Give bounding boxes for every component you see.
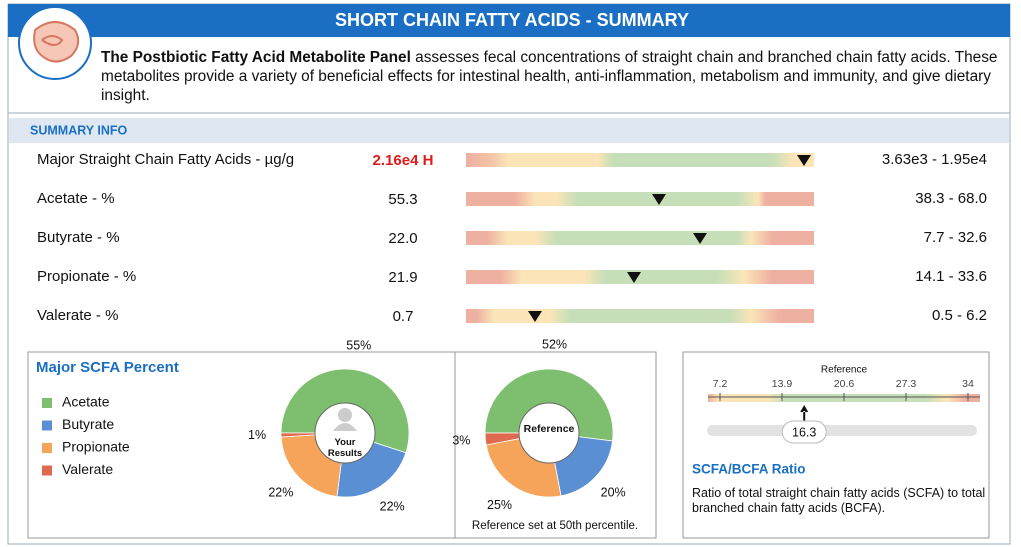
result-marker [797,155,811,166]
value-arrow [800,405,809,421]
row-range: 3.63e3 - 1.95e4 [882,151,987,168]
intro-bold: The Postbiotic Fatty Acid Metabolite Pan… [101,49,411,66]
row-value: 2.16e4 H [373,152,434,169]
range-bar [466,192,814,206]
tick-label: 13.9 [772,378,793,390]
range-bar [466,309,814,323]
result-marker [652,194,666,205]
legend-label: Butyrate [62,416,114,432]
scfa-title: Major SCFA Percent [36,359,179,376]
ratio-panel [682,351,990,539]
pie-label: 3% [452,434,470,448]
ratio-description: Ratio of total straight chain fatty acid… [692,486,986,515]
range-bar [466,153,814,167]
center-label: Reference [524,423,575,435]
scfa-panel [27,351,657,539]
legend-label: Acetate [62,394,110,410]
intro: The Postbiotic Fatty Acid Metabolite Pan… [101,48,1001,105]
result-marker [627,272,641,283]
value-bubble [781,420,827,444]
row-value: 0.7 [393,308,414,325]
legend-label: Valerate [62,461,113,477]
pie-label: 55% [346,338,371,352]
legend-swatch [42,465,52,476]
row-range: 38.3 - 68.0 [915,190,987,207]
row-label: Acetate - % [37,190,115,207]
person-head [338,408,352,422]
tick-label: 34 [962,378,974,390]
result-marker [693,233,707,244]
pie-label: 25% [487,498,512,512]
header-bar [8,4,1010,37]
result-marker [528,311,542,322]
pie-center [314,402,376,464]
row-label: Butyrate - % [37,229,120,246]
center-word: Results [328,448,362,459]
pie-center [518,402,580,464]
center-word: Your [335,437,356,448]
row-range: 14.1 - 33.6 [915,268,987,285]
pie-label: 52% [542,337,567,351]
reference-note: Reference set at 50th percentile. [472,520,638,532]
intestine-icon [33,21,80,63]
row-value: 21.9 [388,269,417,286]
pie-label: 20% [601,486,626,500]
tick-label: 7.2 [713,378,728,390]
row-label: Propionate - % [37,268,136,285]
slider-track [707,425,977,436]
range-bar [466,270,814,284]
row-range: 0.5 - 6.2 [932,307,987,324]
pie-label: 22% [380,500,405,514]
gauge-subtitle: Reference [821,365,868,376]
summary-band [9,118,1009,143]
row-value: 55.3 [388,191,417,208]
legend-swatch [42,443,52,453]
intro-text: assesses fecal concentrations of straigh… [101,49,998,104]
tick-label: 20.6 [834,378,855,390]
legend-swatch [42,398,52,408]
summary-title: SUMMARY INFO [30,123,128,137]
row-range: 7.7 - 32.6 [924,229,987,246]
header-title: SHORT CHAIN FATTY ACIDS - SUMMARY [335,10,689,30]
row-label: Valerate - % [37,307,118,324]
ratio-title: SCFA/BCFA Ratio [692,462,806,477]
legend-swatch [42,420,52,431]
center-label: Your Results [328,437,362,459]
person-body [333,423,357,431]
pie-label: 22% [268,486,293,500]
value-label: 16.3 [792,425,816,439]
range-bar [466,231,814,245]
row-label: Major Straight Chain Fatty Acids - µg/g [37,151,294,168]
pie-label: 1% [248,428,266,442]
tick-label: 27.3 [896,378,917,390]
legend-label: Propionate [62,439,130,455]
row-value: 22.0 [388,230,417,247]
